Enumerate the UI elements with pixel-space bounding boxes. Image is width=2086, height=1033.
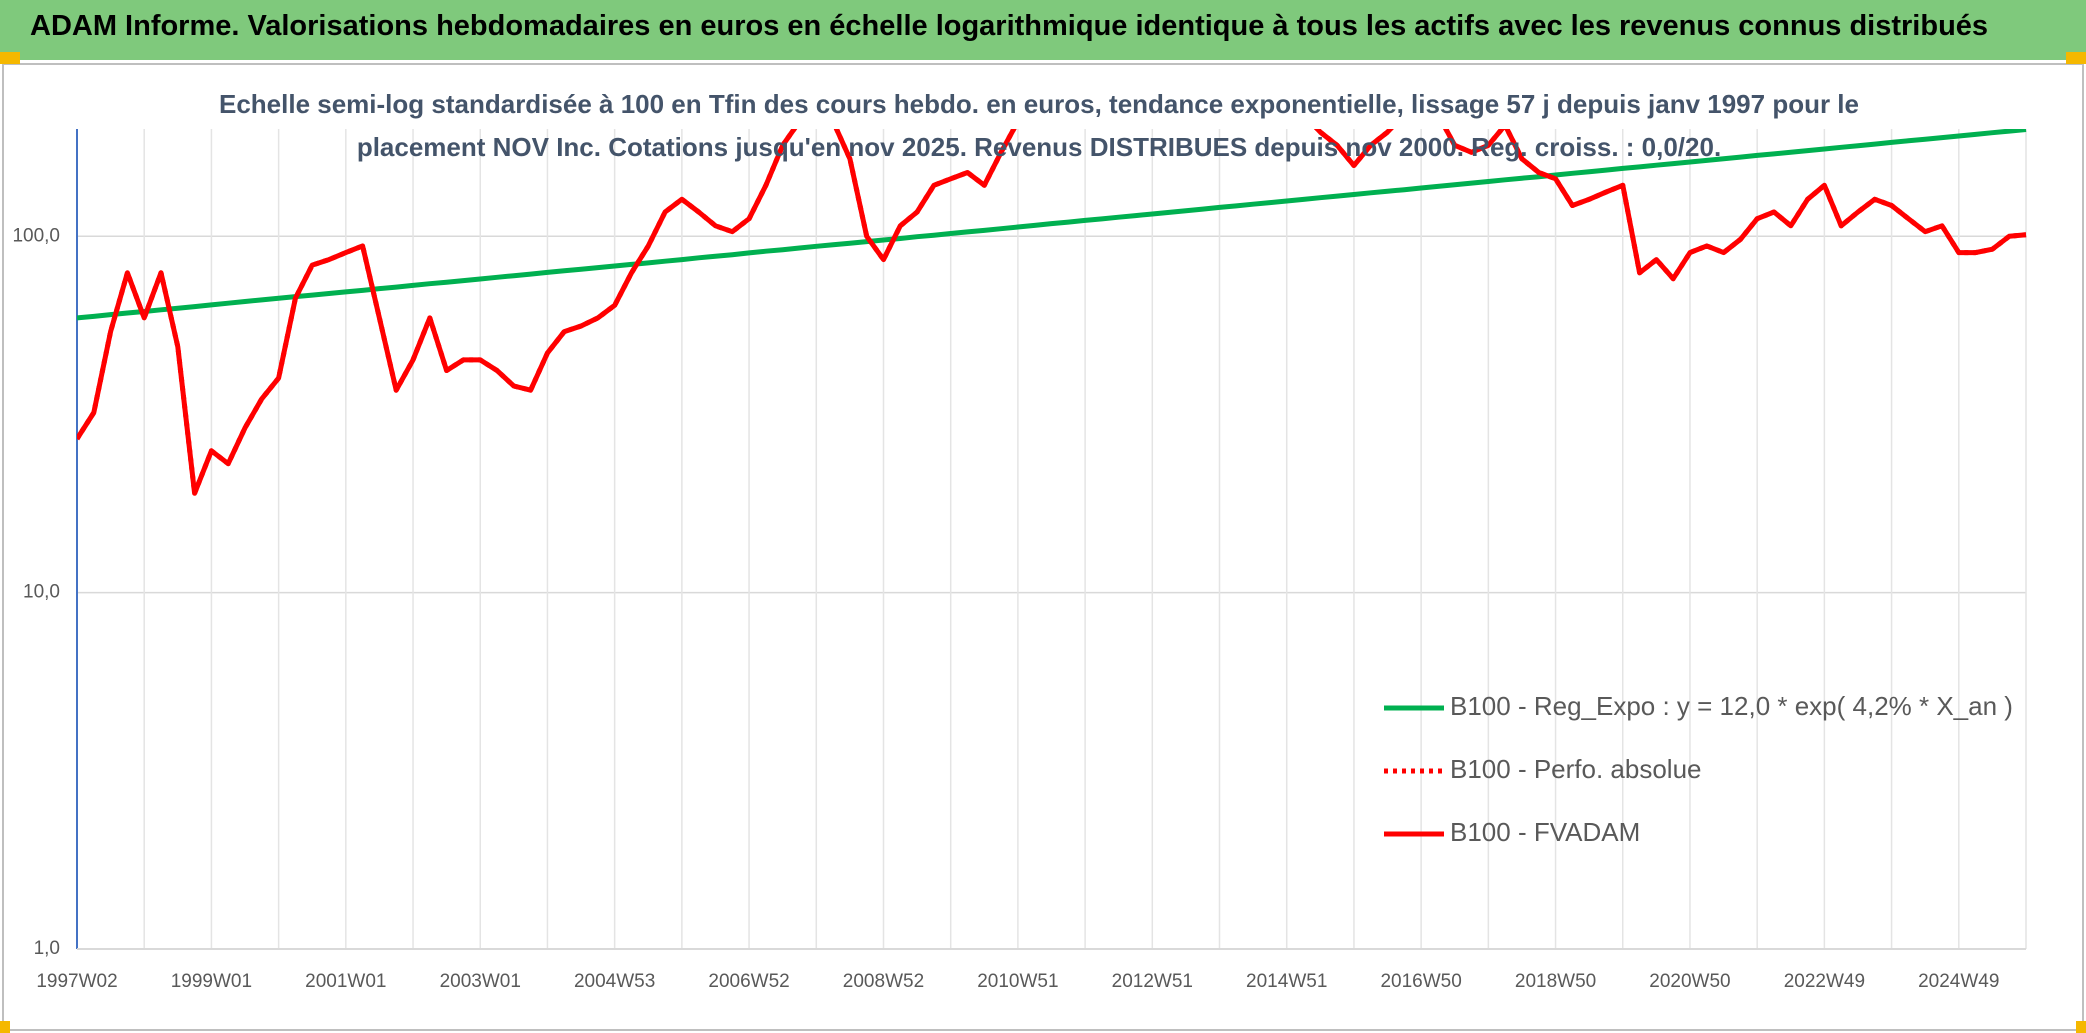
x-tick-label: 2008W52 [843, 971, 924, 992]
corner [0, 1021, 10, 1033]
legend-label: B100 - Reg_Expo : y = 12,0 * exp( 4,2% *… [1450, 691, 2013, 721]
header-bar: ADAM Informe. Valorisations hebdomadaire… [0, 0, 2086, 60]
header-title: ADAM Informe. Valorisations hebdomadaire… [30, 10, 1989, 42]
corner [0, 52, 20, 64]
legend-label: B100 - Perfo. absolue [1450, 754, 1702, 784]
x-tick-label: 2020W50 [1649, 971, 1730, 992]
x-tick-label: 2003W01 [440, 971, 521, 992]
chart-border [2, 63, 2084, 1031]
corner [2076, 1021, 2086, 1033]
x-tick-label: 2001W01 [305, 971, 386, 992]
x-tick-label: 1999W01 [171, 971, 252, 992]
series-line [77, 129, 2027, 496]
x-tick-label: 2010W51 [977, 971, 1058, 992]
y-tick-label: 10,0 [23, 582, 60, 603]
x-tick-label: 1997W02 [36, 971, 117, 992]
chart-subtitle: placement NOV Inc. Cotations jusqu'en no… [357, 132, 1721, 162]
x-tick-label: 2004W53 [574, 971, 655, 992]
corner [2066, 52, 2086, 64]
x-tick-label: 2022W49 [1784, 971, 1865, 992]
chart-subtitle: Echelle semi-log standardisée à 100 en T… [219, 89, 1859, 119]
x-tick-label: 2016W50 [1380, 971, 1461, 992]
x-tick-label: 2014W51 [1246, 971, 1327, 992]
x-tick-label: 2006W52 [708, 971, 789, 992]
legend-label: B100 - FVADAM [1450, 817, 1640, 847]
y-tick-label: 1,0 [34, 938, 60, 959]
x-tick-label: 2012W51 [1112, 971, 1193, 992]
series-line [77, 129, 2027, 321]
y-tick-label: 100,0 [12, 225, 60, 246]
x-tick-label: 2024W49 [1918, 971, 1999, 992]
x-tick-label: 2018W50 [1515, 971, 1596, 992]
